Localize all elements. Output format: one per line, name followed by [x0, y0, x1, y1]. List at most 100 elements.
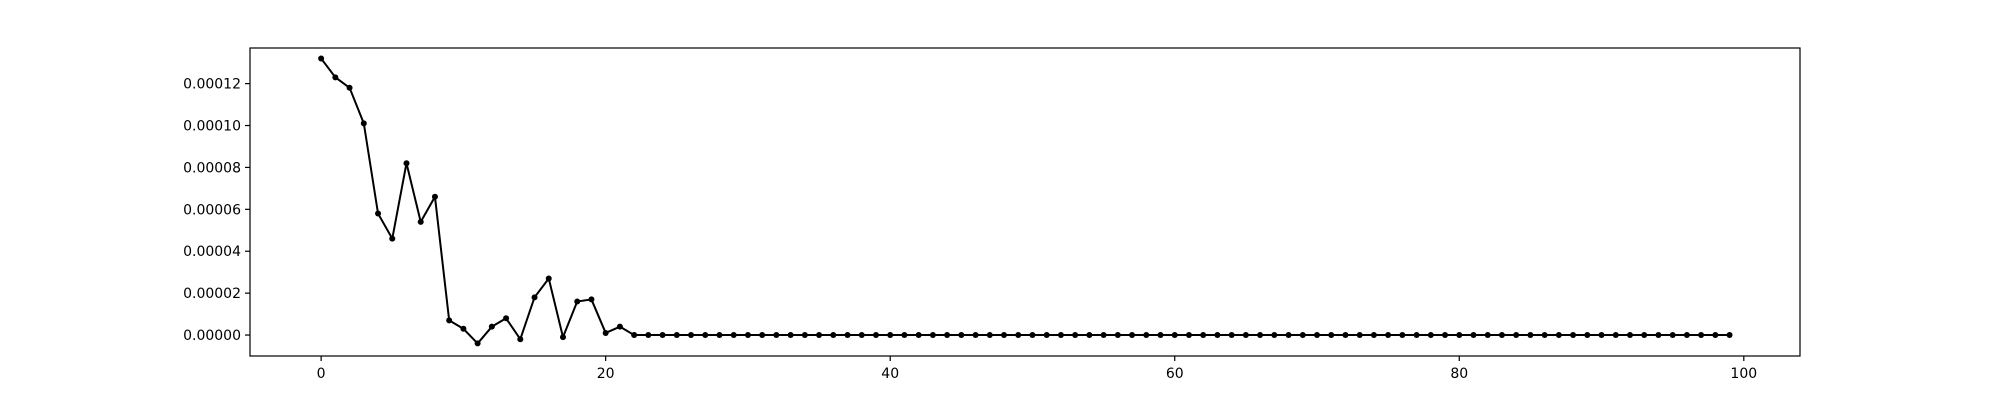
data-point [474, 340, 481, 347]
data-point [1626, 332, 1633, 339]
data-point [1442, 332, 1449, 339]
x-axis-ticks: 0 20 40 60 80 100 [317, 356, 1757, 382]
y-tick-label: 0.00012 [183, 77, 241, 93]
data-point [545, 275, 552, 282]
data-point [460, 325, 467, 332]
y-axis-ticks: 0.00000 0.00002 0.00004 0.00006 0.00008 0.000… [183, 77, 250, 344]
data-point [1015, 332, 1022, 339]
data-point [1555, 332, 1562, 339]
x-tick-label: 20 [597, 366, 615, 382]
data-point [744, 332, 751, 339]
data-point [816, 332, 823, 339]
data-point [1029, 332, 1036, 339]
data-point [645, 332, 652, 339]
data-point [517, 336, 524, 343]
data-point [1356, 332, 1363, 339]
data-point [944, 332, 951, 339]
data-point [503, 315, 510, 322]
data-point [417, 218, 424, 225]
data-point [1513, 332, 1520, 339]
data-point [1726, 332, 1733, 339]
data-point [1584, 332, 1591, 339]
data-point [1271, 332, 1278, 339]
data-point [1698, 332, 1705, 339]
data-point [858, 332, 865, 339]
data-point [375, 210, 382, 217]
data-point [1456, 332, 1463, 339]
series-group [318, 55, 1733, 347]
y-tick-label: 0.00004 [183, 244, 241, 260]
y-tick-label: 0.00002 [183, 286, 241, 302]
data-point [702, 332, 709, 339]
data-point [1086, 332, 1093, 339]
data-point [1669, 332, 1676, 339]
data-point [1285, 332, 1292, 339]
x-tick-label: 100 [1730, 366, 1757, 382]
data-point [1342, 332, 1349, 339]
data-point [1314, 332, 1321, 339]
data-point [1470, 332, 1477, 339]
data-point [1157, 332, 1164, 339]
data-point [1001, 332, 1008, 339]
data-point [360, 120, 367, 127]
data-point [346, 84, 353, 91]
y-tick-label: 0.00010 [183, 119, 241, 135]
data-point [332, 74, 339, 81]
data-point [616, 323, 623, 330]
data-point [431, 193, 438, 200]
data-point [1299, 332, 1306, 339]
data-point [929, 332, 936, 339]
data-point [1498, 332, 1505, 339]
data-point [1527, 332, 1534, 339]
data-point [1114, 332, 1121, 339]
x-tick-label: 80 [1450, 366, 1468, 382]
data-point [1612, 332, 1619, 339]
data-point [801, 332, 808, 339]
data-point [844, 332, 851, 339]
data-point [1427, 332, 1434, 339]
data-point [574, 298, 581, 305]
data-point [1100, 332, 1107, 339]
data-point [1641, 332, 1648, 339]
data-point [1370, 332, 1377, 339]
data-point [588, 296, 595, 303]
x-tick-label: 40 [881, 366, 899, 382]
data-point [531, 294, 538, 301]
data-point [1328, 332, 1335, 339]
data-point [901, 332, 908, 339]
data-point [1171, 332, 1178, 339]
data-point [1228, 332, 1235, 339]
data-point [1399, 332, 1406, 339]
data-point [1072, 332, 1079, 339]
data-point [986, 332, 993, 339]
y-tick-label: 0.00006 [183, 202, 241, 218]
data-point [1143, 332, 1150, 339]
data-point [673, 332, 680, 339]
data-point [1712, 332, 1719, 339]
data-point [1043, 332, 1050, 339]
x-tick-label: 60 [1166, 366, 1184, 382]
data-point [446, 317, 453, 324]
data-point [1200, 332, 1207, 339]
data-point [488, 323, 495, 330]
series-line [320, 57, 1730, 345]
data-point [1570, 332, 1577, 339]
data-point [872, 332, 879, 339]
y-tick-label: 0.00008 [183, 160, 241, 176]
data-point [659, 332, 666, 339]
axes-frame [249, 47, 1801, 357]
data-point [915, 332, 922, 339]
data-point [1413, 332, 1420, 339]
data-point [1484, 332, 1491, 339]
data-point [1385, 332, 1392, 339]
data-point [759, 332, 766, 339]
data-point [958, 332, 965, 339]
data-point [830, 332, 837, 339]
data-point [1683, 332, 1690, 339]
data-point [688, 332, 695, 339]
data-point [559, 334, 566, 341]
data-point [389, 235, 396, 242]
data-point [730, 332, 737, 339]
data-point [972, 332, 979, 339]
